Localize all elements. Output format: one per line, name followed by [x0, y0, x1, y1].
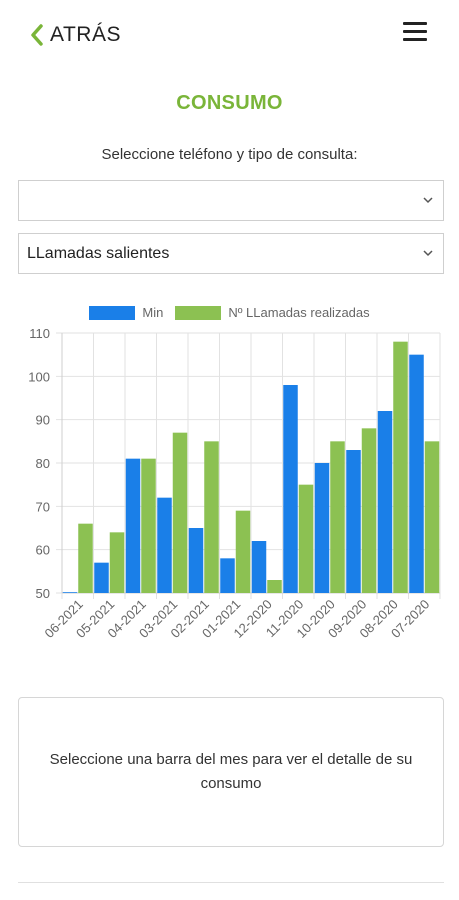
y-tick-label: 60: [36, 543, 50, 558]
query-type-select-value: LLamadas salientes: [27, 244, 170, 262]
hamburger-menu-icon[interactable]: [403, 22, 427, 44]
bar-min-12-2020[interactable]: [251, 541, 267, 593]
y-tick-label: 100: [28, 369, 50, 384]
legend-swatch-calls: [175, 305, 222, 320]
detail-info-box: Seleccione una barra del mes para ver el…: [18, 697, 444, 847]
divider: [18, 882, 444, 883]
bar-min-08-2020[interactable]: [377, 411, 393, 593]
top-bar: ATRÁS: [0, 0, 459, 70]
y-tick-label: 80: [36, 456, 50, 471]
legend-item-min[interactable]: Min: [89, 305, 163, 320]
consumption-bar-chart: 506070809010011006-202105-202104-202103-…: [28, 326, 441, 641]
page-subtitle: Seleccione teléfono y tipo de consulta:: [101, 146, 358, 163]
page-title: CONSUMO: [176, 92, 283, 114]
bar-calls-02-2021[interactable]: [204, 441, 219, 593]
bar-min-04-2021[interactable]: [125, 458, 141, 593]
bar-calls-12-2020[interactable]: [267, 580, 282, 593]
chart-legend: Min Nº LLamadas realizadas: [0, 305, 459, 320]
bar-calls-07-2020[interactable]: [424, 441, 440, 593]
bar-calls-01-2021[interactable]: [235, 510, 251, 593]
back-label: ATRÁS: [50, 23, 121, 46]
detail-info-message: Seleccione una barra del mes para ver el…: [49, 751, 413, 792]
query-type-select[interactable]: LLamadas salientes: [18, 233, 444, 274]
y-tick-label: 70: [36, 499, 50, 514]
legend-swatch-min: [89, 305, 136, 320]
chevron-down-icon: [423, 250, 433, 257]
y-tick-label: 90: [36, 413, 50, 428]
bar-calls-04-2021[interactable]: [141, 458, 156, 593]
chevron-down-icon: [423, 197, 433, 204]
bar-calls-03-2021[interactable]: [172, 432, 188, 593]
bar-calls-06-2021[interactable]: [78, 523, 93, 593]
bar-min-05-2021[interactable]: [94, 562, 109, 593]
bar-calls-09-2020[interactable]: [361, 428, 377, 593]
bar-min-03-2021[interactable]: [157, 497, 172, 593]
legend-item-calls[interactable]: Nº LLamadas realizadas: [175, 305, 370, 320]
bar-calls-10-2020[interactable]: [330, 441, 345, 593]
bar-min-02-2021[interactable]: [188, 528, 204, 593]
back-button[interactable]: ATRÁS: [30, 20, 121, 50]
bar-calls-11-2020[interactable]: [298, 484, 314, 593]
bar-min-01-2021[interactable]: [220, 558, 235, 593]
bar-min-09-2020[interactable]: [346, 450, 361, 593]
bar-calls-05-2021[interactable]: [109, 532, 125, 593]
bar-min-10-2020[interactable]: [314, 463, 330, 593]
bar-min-07-2020[interactable]: [409, 354, 424, 593]
y-tick-label: 50: [36, 586, 50, 601]
legend-label-calls: Nº LLamadas realizadas: [228, 305, 370, 320]
bar-calls-08-2020[interactable]: [393, 341, 408, 593]
chevron-left-icon: [31, 24, 43, 46]
bar-min-06-2021[interactable]: [62, 592, 78, 593]
legend-label-min: Min: [142, 305, 164, 320]
bar-min-11-2020[interactable]: [283, 385, 298, 593]
phone-select[interactable]: [18, 180, 444, 221]
y-tick-label: 110: [29, 326, 50, 341]
